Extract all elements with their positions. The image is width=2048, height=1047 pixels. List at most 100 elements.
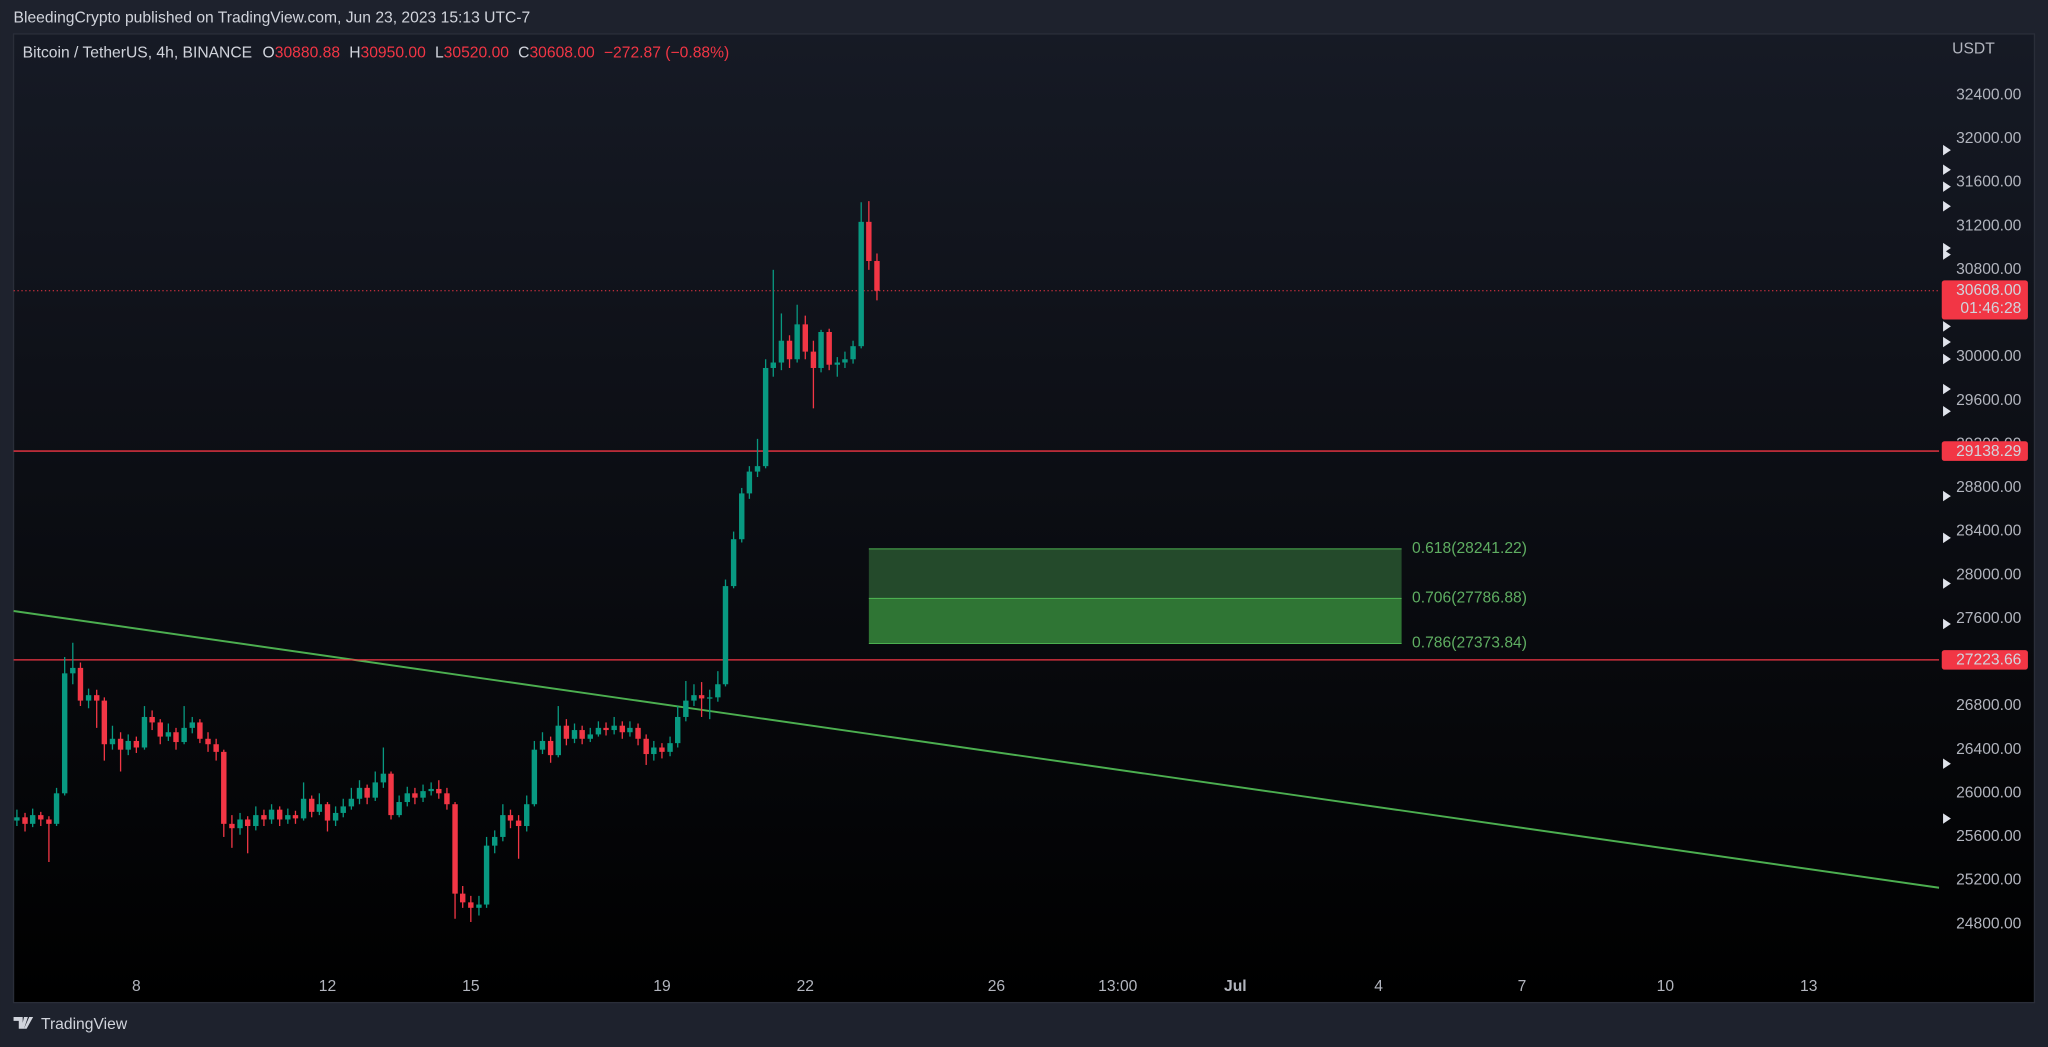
y-tick-label: 31200.00: [1956, 217, 2022, 234]
candle-body: [866, 221, 872, 262]
candle-body: [691, 695, 697, 701]
candle-body: [459, 893, 466, 903]
candle-body: [38, 815, 44, 820]
candle-body: [117, 738, 124, 750]
ohlc-key: O: [263, 45, 275, 62]
candle-body: [276, 809, 283, 820]
candle-body: [316, 804, 323, 812]
y-tick-label: 30000.00: [1956, 348, 2022, 365]
candle-body: [340, 806, 346, 813]
candle-body: [46, 819, 52, 824]
candle-body: [746, 471, 753, 494]
candle-body: [332, 812, 339, 821]
fib-label: 0.618(28241.22): [1412, 540, 1527, 557]
fib-zone: [868, 548, 1402, 599]
candle-body: [380, 773, 387, 783]
candle-body: [507, 815, 514, 821]
y-tick-label: 27600.00: [1956, 610, 2022, 627]
candle-body: [428, 788, 434, 792]
candle-body: [181, 727, 187, 743]
candle-body: [364, 787, 370, 798]
fib-label: 0.706(27786.88): [1412, 590, 1527, 607]
candle-body: [109, 738, 116, 745]
attribution: BleedingCrypto published on TradingView.…: [14, 9, 531, 26]
last-price-label: 30608.00: [1956, 282, 2022, 299]
candle-body: [268, 809, 275, 820]
candle-body: [261, 815, 267, 820]
candle-body: [396, 802, 402, 816]
candle-body: [794, 324, 800, 360]
symbol: Bitcoin / TetherUS, 4h, BINANCE: [23, 45, 252, 62]
candle-body: [101, 700, 108, 745]
candle-body: [404, 793, 410, 803]
candle-body: [786, 340, 793, 360]
candle-body: [125, 740, 131, 750]
x-tick-label: 13: [1800, 978, 1818, 995]
candle-body: [213, 744, 219, 752]
candle-body: [165, 732, 172, 737]
candle-body: [858, 221, 864, 347]
countdown: 01:46:28: [1960, 300, 2021, 317]
candle-body: [388, 773, 394, 816]
price-tag-label: 29138.29: [1956, 443, 2021, 460]
candle-body: [667, 743, 673, 752]
y-axis-label: USDT: [1952, 41, 1995, 58]
candle-body: [707, 697, 713, 699]
last-price-tag: [1941, 280, 2028, 320]
y-tick-label: 28800.00: [1956, 479, 2022, 496]
candle-body: [348, 798, 355, 807]
candle-body: [826, 331, 832, 365]
candle-body: [842, 359, 848, 363]
plot-area: [13, 201, 1940, 922]
candle-body: [874, 261, 880, 291]
brand: TradingView: [41, 1016, 128, 1033]
candle-body: [627, 727, 633, 733]
x-tick-label: 12: [319, 978, 336, 995]
price-tag: [1941, 441, 2028, 461]
candle-body: [698, 695, 705, 699]
candle-body: [595, 727, 602, 735]
candle-body: [850, 346, 856, 360]
candle-body: [555, 725, 561, 756]
x-tick-label: 19: [653, 978, 670, 995]
fib-label: 0.786(27373.84): [1412, 635, 1527, 652]
candle-body: [739, 493, 745, 540]
y-tick-label: 29600.00: [1956, 392, 2022, 409]
ohlc-key: H: [349, 45, 360, 62]
candle-body: [93, 695, 100, 701]
candle-body: [524, 804, 530, 827]
candle-body: [356, 787, 363, 799]
candle-body: [133, 740, 140, 748]
trendline: [13, 609, 1940, 889]
candle-body: [531, 749, 538, 805]
footer: TradingView: [13, 1016, 128, 1033]
candle-body: [14, 817, 20, 821]
candle-body: [285, 815, 291, 820]
candle-body: [730, 539, 737, 587]
y-tick-label: 24800.00: [1956, 915, 2022, 932]
change: −272.87 (−0.88%): [604, 45, 729, 62]
candle-body: [157, 722, 163, 737]
candle-body: [309, 798, 315, 812]
candle-body: [77, 667, 84, 701]
candle-body: [770, 362, 776, 368]
candle-body: [53, 793, 60, 824]
candle-body: [810, 351, 817, 368]
y-tick-label: 26800.00: [1956, 697, 2022, 714]
candle-body: [547, 740, 554, 756]
y-tick-label: 28000.00: [1956, 566, 2022, 583]
candle-body: [149, 716, 155, 723]
candle-body: [253, 815, 259, 827]
candle-body: [300, 798, 307, 819]
candle-body: [197, 722, 203, 739]
y-tick-label: 25600.00: [1956, 828, 2022, 845]
x-tick-label: 7: [1518, 978, 1527, 995]
chart-pane: [12, 33, 2036, 1004]
x-tick-label: 8: [132, 978, 141, 995]
candle-body: [22, 817, 28, 824]
candle-body: [762, 367, 769, 467]
candle-body: [603, 727, 609, 731]
candle-body: [61, 673, 68, 794]
